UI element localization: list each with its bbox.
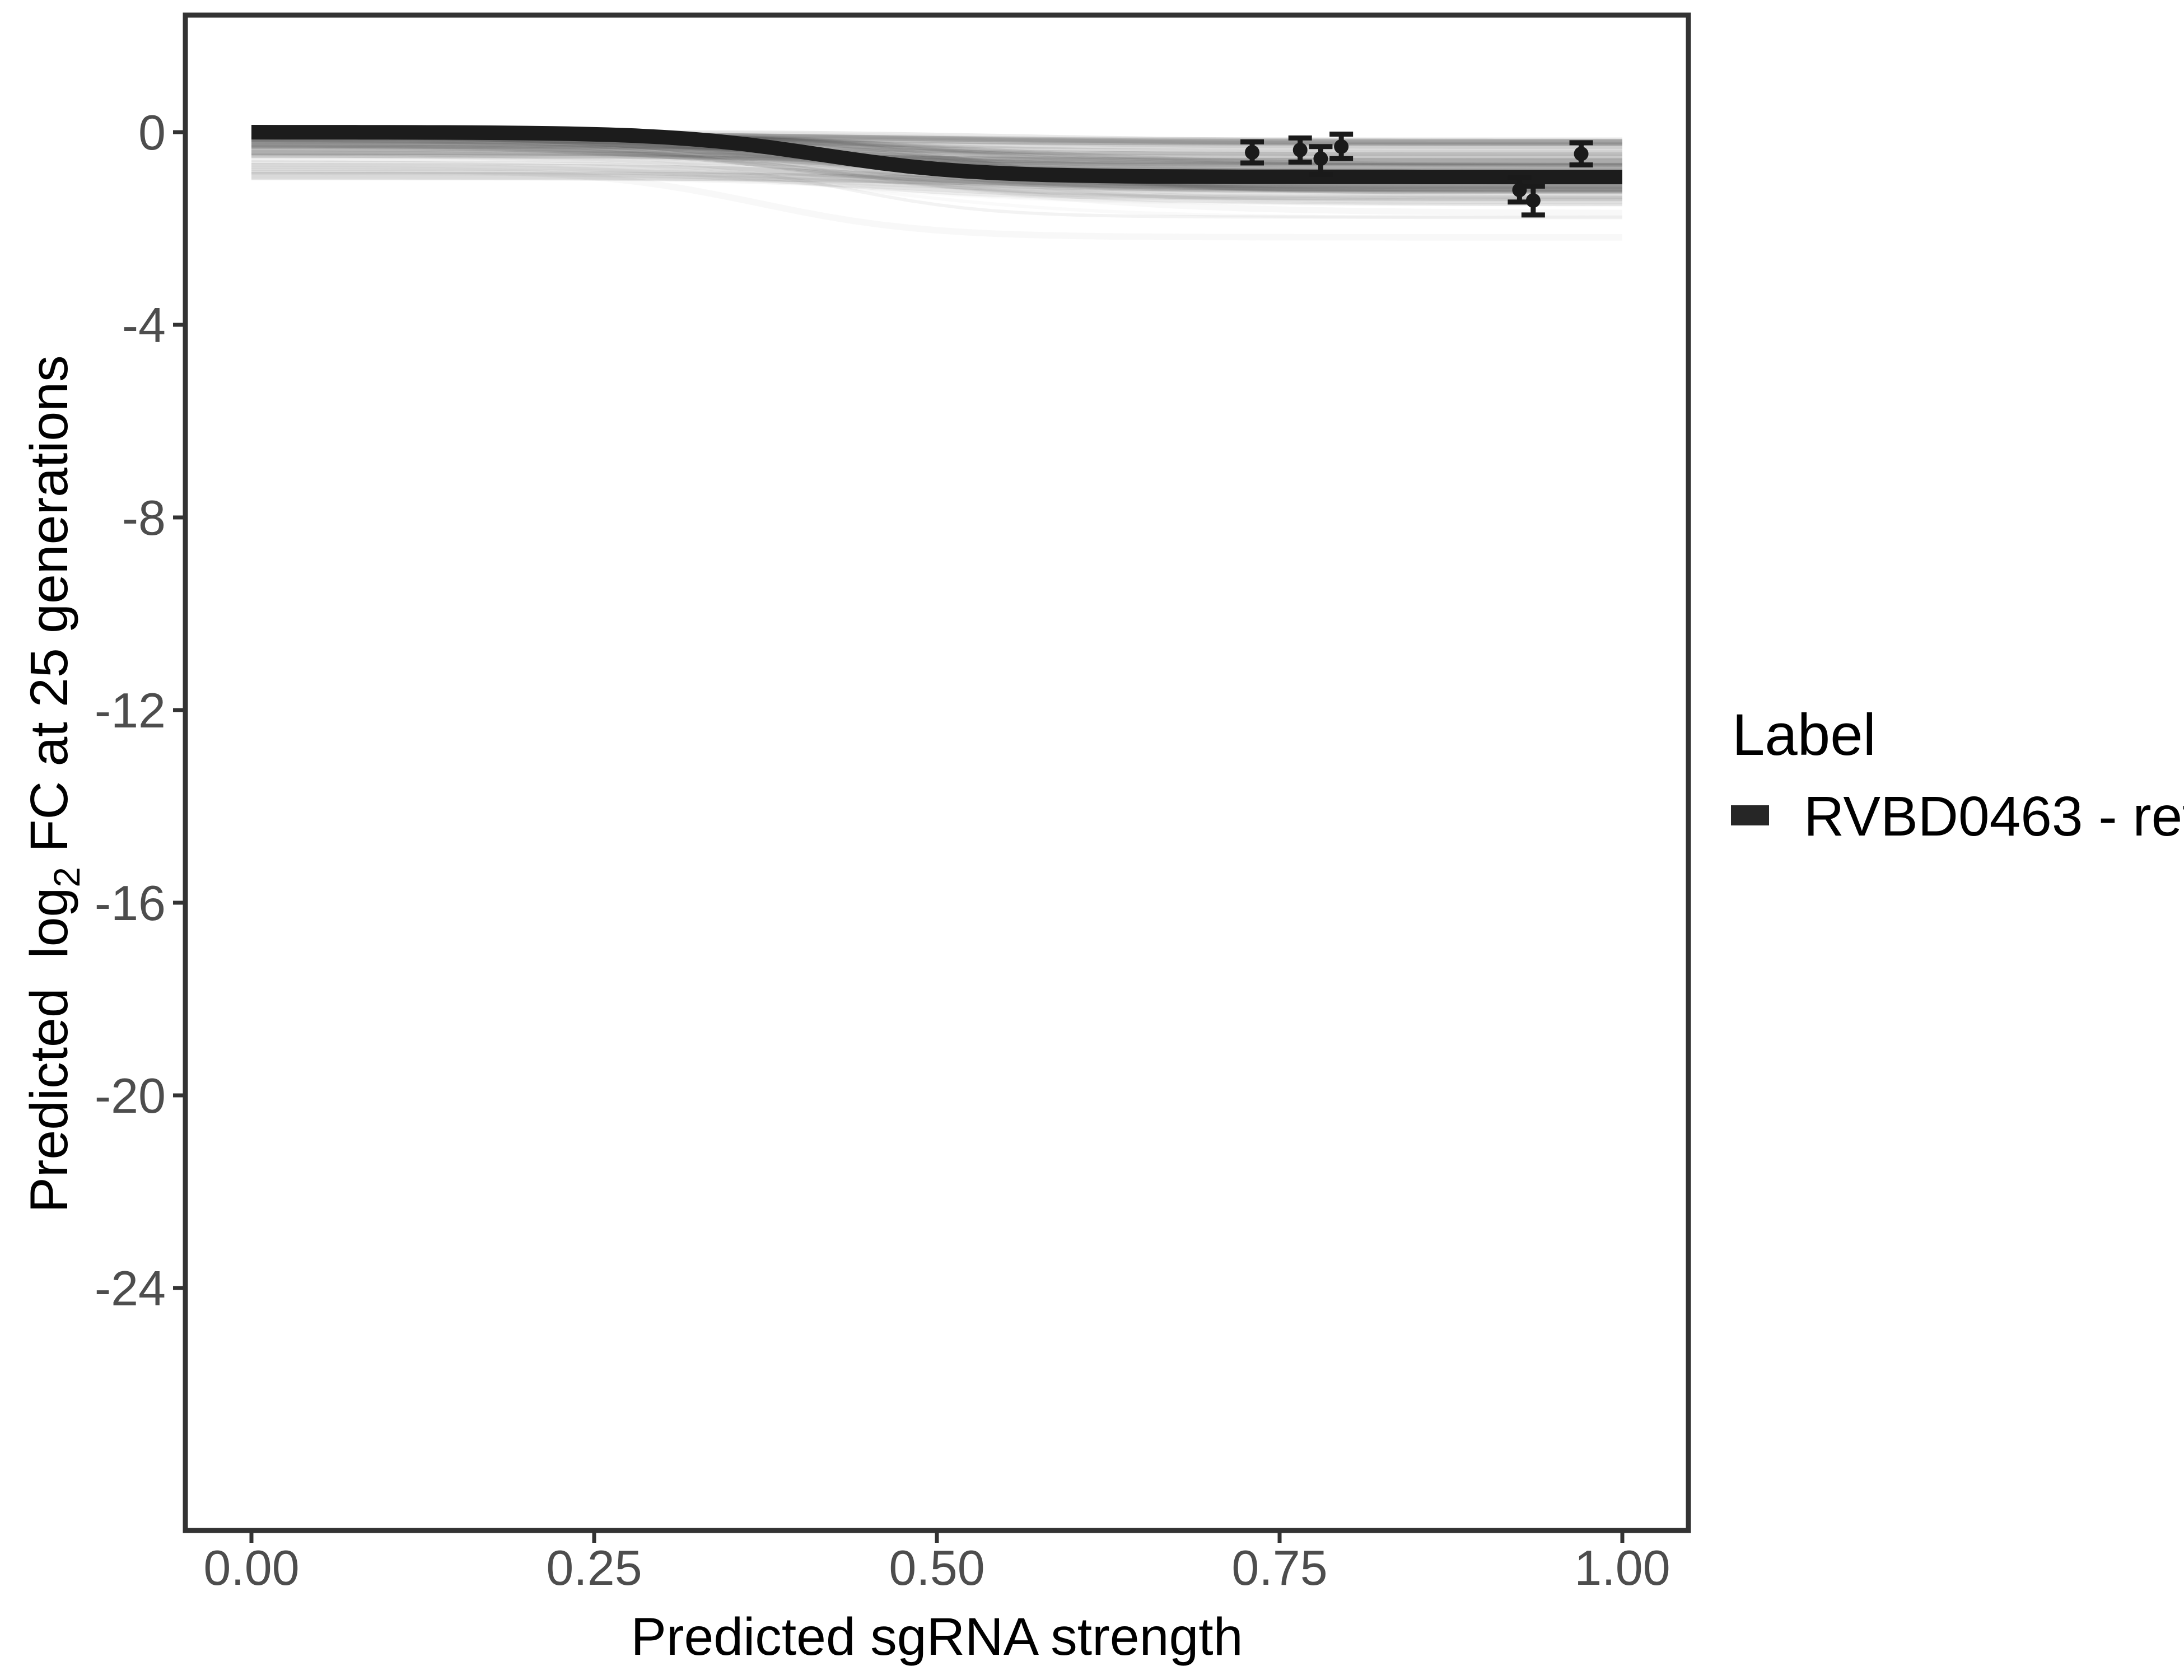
posterior-draw-line (251, 147, 1622, 167)
data-point (1245, 145, 1260, 160)
x-axis-title: Predicted sgRNA strength (631, 1607, 1243, 1667)
posterior-draw-line (251, 172, 1622, 200)
y-tick-label: -4 (122, 297, 166, 353)
x-tick-label: 0.75 (1231, 1540, 1327, 1595)
data-point-group (1240, 139, 1264, 166)
posterior-draw-line (251, 144, 1622, 156)
posterior-draw-line (251, 163, 1622, 194)
data-points (1240, 131, 1593, 218)
posterior-draw-line (251, 143, 1622, 160)
posterior-draw-line (251, 139, 1622, 157)
posterior-draw-line (251, 149, 1622, 166)
data-point (1334, 139, 1349, 154)
data-point-group (1521, 183, 1545, 218)
y-tick-label: 0 (138, 105, 166, 160)
x-axis-ticks: 0.00 0.25 0.50 0.75 1.00 (203, 1530, 1670, 1595)
legend-item-label: RVBD0463 - ref (1804, 785, 2184, 848)
x-tick-label: 0.50 (889, 1540, 984, 1595)
legend: Label RVBD0463 - ref (1731, 702, 2184, 848)
posterior-draw-line (251, 170, 1622, 193)
posterior-draw-line (251, 160, 1623, 206)
data-point-group (1309, 144, 1333, 178)
posterior-draw-line (251, 143, 1623, 216)
posterior-draw-line (251, 144, 1622, 189)
y-tick-label: -20 (95, 1068, 166, 1123)
y-axis-ticks: 0 -4 -8 -12 -16 -20 -24 (95, 105, 185, 1316)
legend-title: Label (1732, 702, 1876, 768)
posterior-draw-line (251, 137, 1623, 207)
fitted-curve-line (251, 125, 1622, 184)
posterior-draw-line (251, 163, 1622, 194)
y-axis-title-pre: Predicted log (20, 888, 79, 1213)
x-tick-label: 1.00 (1574, 1540, 1670, 1595)
posterior-draw-line (251, 133, 1622, 172)
posterior-draw-line (251, 144, 1622, 156)
y-axis-title: Predicted log2 FC at 25 generations (20, 355, 87, 1212)
data-point (1525, 193, 1541, 208)
y-tick-label: -12 (95, 683, 166, 738)
x-tick-label: 0.25 (546, 1540, 642, 1595)
posterior-draw-line (251, 150, 1622, 202)
fitted-curve (251, 125, 1622, 184)
data-point-group (1329, 131, 1354, 161)
y-axis-title-subscript: 2 (46, 867, 87, 888)
posterior-draw-line (251, 151, 1622, 165)
y-tick-label: -16 (95, 875, 166, 931)
posterior-draw-line (251, 137, 1622, 164)
legend-item: RVBD0463 - ref (1731, 785, 2184, 848)
data-point (1313, 151, 1328, 166)
posterior-draw-line (251, 171, 1623, 192)
y-tick-label: -24 (95, 1261, 166, 1316)
posterior-draw-line (251, 175, 1622, 201)
y-tick-label: -8 (122, 490, 166, 545)
data-point (1574, 146, 1589, 161)
x-tick-label: 0.00 (203, 1540, 299, 1595)
y-axis-title-post: FC at 25 generations (20, 355, 79, 867)
posterior-draw-line (251, 166, 1622, 241)
posterior-draw-line (251, 137, 1622, 152)
posterior-draw-line (251, 161, 1622, 219)
data-point-group (1569, 140, 1593, 167)
data-point-group (1288, 135, 1312, 165)
data-point (1292, 142, 1308, 157)
posterior-draw-line (251, 139, 1622, 173)
